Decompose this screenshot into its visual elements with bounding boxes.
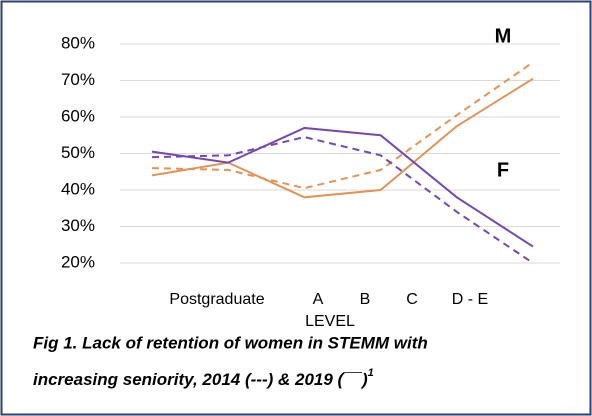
x-tick-label: A [313, 291, 324, 308]
caption-superscript: 1 [368, 367, 374, 379]
caption-text: increasing seniority, 2014 (---) & 2019 … [33, 370, 368, 389]
line-series [151, 77, 534, 199]
y-tick-label: 50% [61, 143, 95, 162]
line-series [151, 136, 534, 264]
x-tick-label: C [406, 291, 418, 308]
y-tick-label: 30% [61, 216, 95, 235]
caption: increasing seniority, 2014 (---) & 2019 … [33, 367, 374, 390]
x-tick-label: Postgraduate [169, 291, 264, 308]
x-tick-label: B [360, 291, 371, 308]
y-tick-label: 60% [61, 106, 95, 125]
line-series [151, 61, 534, 190]
y-tick-label: 80% [61, 33, 95, 52]
x-axis-label: LEVEL [305, 313, 355, 330]
y-tick-label: 40% [61, 179, 95, 198]
y-tick-label: 70% [61, 70, 95, 89]
line-series [151, 126, 534, 248]
x-tick-label: D - E [452, 291, 488, 308]
annotation: F [497, 159, 509, 181]
caption: Fig 1. Lack of retention of women in STE… [33, 333, 428, 352]
annotation: M [495, 25, 512, 47]
y-tick-label: 20% [61, 252, 95, 271]
